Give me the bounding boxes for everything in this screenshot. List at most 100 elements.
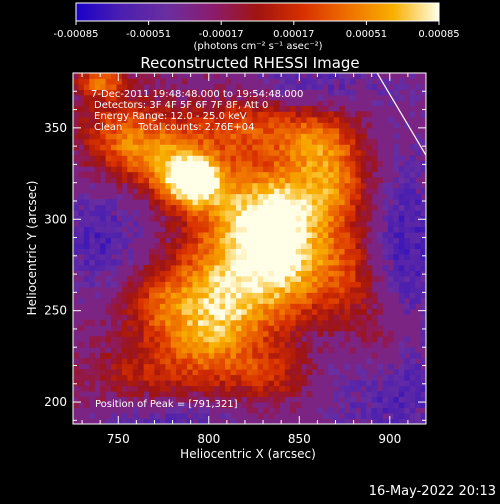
heatmap-cell bbox=[279, 253, 286, 260]
heatmap-cell bbox=[273, 199, 280, 206]
heatmap-cell bbox=[230, 341, 237, 348]
heatmap-cell bbox=[219, 243, 226, 249]
heatmap-cell bbox=[290, 111, 297, 118]
heatmap-cell bbox=[230, 199, 237, 206]
heatmap-cell bbox=[214, 325, 221, 332]
heatmap-cell bbox=[257, 374, 264, 381]
heatmap-cell bbox=[111, 336, 117, 343]
heatmap-cell bbox=[295, 199, 302, 206]
heatmap-cell bbox=[132, 275, 139, 282]
heatmap-cell bbox=[127, 385, 134, 392]
heatmap-cell bbox=[279, 133, 286, 140]
heatmap-cell bbox=[257, 341, 264, 348]
heatmap-cell bbox=[170, 352, 177, 359]
heatmap-cell bbox=[73, 155, 79, 162]
heatmap-cell bbox=[415, 193, 422, 200]
heatmap-cell bbox=[187, 215, 193, 222]
heatmap-cell bbox=[89, 89, 96, 96]
heatmap-cell bbox=[398, 83, 405, 90]
heatmap-cell bbox=[73, 391, 79, 398]
heatmap-cell bbox=[94, 111, 101, 118]
heatmap-cell bbox=[273, 347, 280, 354]
heatmap-cell bbox=[241, 330, 248, 337]
heatmap-cell bbox=[214, 352, 221, 359]
heatmap-cell bbox=[257, 314, 264, 321]
heatmap-cell bbox=[355, 149, 362, 156]
heatmap-cell bbox=[268, 100, 275, 107]
heatmap-cell bbox=[143, 171, 150, 178]
heatmap-cell bbox=[219, 116, 226, 123]
heatmap-cell bbox=[83, 127, 90, 134]
heatmap-cell bbox=[257, 303, 264, 310]
heatmap-cell bbox=[333, 210, 340, 217]
heatmap-cell bbox=[279, 89, 286, 96]
heatmap-cell bbox=[154, 100, 161, 107]
heatmap-cell bbox=[246, 281, 253, 288]
heatmap-cell bbox=[235, 105, 242, 112]
heatmap-cell bbox=[279, 215, 286, 222]
heatmap-cell bbox=[132, 407, 139, 414]
heatmap-cell bbox=[279, 182, 286, 189]
heatmap-cell bbox=[181, 292, 188, 299]
heatmap-cell bbox=[241, 155, 248, 162]
heatmap-cell bbox=[214, 264, 221, 271]
heatmap-cell bbox=[89, 83, 96, 90]
heatmap-cell bbox=[176, 105, 183, 112]
heatmap-cell bbox=[111, 314, 117, 321]
heatmap-cell bbox=[420, 402, 426, 409]
heatmap-cell bbox=[252, 193, 259, 200]
heatmap-cell bbox=[284, 166, 291, 173]
heatmap-cell bbox=[192, 336, 199, 343]
heatmap-cell bbox=[246, 253, 253, 260]
heatmap-cell bbox=[154, 352, 161, 359]
heatmap-cell bbox=[192, 166, 199, 173]
heatmap-cell bbox=[257, 149, 264, 156]
heatmap-cell bbox=[181, 275, 188, 282]
heatmap-cell bbox=[170, 177, 177, 184]
heatmap-cell bbox=[306, 336, 313, 343]
heatmap-cell bbox=[225, 243, 231, 249]
heatmap-cell bbox=[409, 369, 416, 376]
heatmap-cell bbox=[154, 232, 161, 239]
heatmap-cell bbox=[89, 341, 96, 348]
heatmap-cell bbox=[208, 116, 215, 123]
heatmap-cell bbox=[301, 297, 308, 304]
heatmap-cell bbox=[132, 286, 139, 293]
heatmap-cell bbox=[420, 385, 426, 392]
heatmap-cell bbox=[154, 270, 161, 277]
heatmap-cell bbox=[360, 149, 367, 156]
heatmap-cell bbox=[349, 237, 356, 244]
heatmap-cell bbox=[263, 336, 270, 343]
heatmap-cell bbox=[94, 358, 101, 365]
heatmap-cell bbox=[306, 270, 313, 277]
heatmap-cell bbox=[349, 325, 356, 332]
heatmap-cell bbox=[284, 336, 291, 343]
heatmap-cell bbox=[159, 171, 166, 178]
heatmap-cell bbox=[311, 363, 318, 370]
heatmap-cell bbox=[170, 144, 177, 151]
heatmap-cell bbox=[197, 204, 204, 211]
heatmap-cell bbox=[382, 391, 389, 398]
heatmap-cell bbox=[290, 149, 297, 156]
heatmap-cell bbox=[311, 83, 318, 90]
heatmap-cell bbox=[306, 237, 313, 244]
heatmap-cell bbox=[344, 418, 351, 424]
heatmap-cell bbox=[257, 292, 264, 299]
heatmap-cell bbox=[89, 226, 96, 233]
heatmap-cell bbox=[138, 232, 145, 239]
heatmap-cell bbox=[116, 380, 123, 387]
heatmap-cell bbox=[94, 374, 101, 381]
heatmap-cell bbox=[235, 160, 242, 167]
heatmap-cell bbox=[197, 215, 204, 222]
heatmap-cell bbox=[333, 391, 340, 398]
heatmap-cell bbox=[100, 358, 107, 365]
heatmap-cell bbox=[311, 105, 318, 112]
heatmap-cell bbox=[420, 215, 426, 222]
heatmap-cell bbox=[132, 221, 139, 228]
heatmap-cell bbox=[203, 177, 210, 184]
heatmap-cell bbox=[143, 418, 150, 424]
heatmap-cell bbox=[355, 380, 362, 387]
heatmap-cell bbox=[127, 138, 134, 145]
heatmap-cell bbox=[230, 374, 237, 381]
heatmap-cell bbox=[94, 259, 101, 266]
